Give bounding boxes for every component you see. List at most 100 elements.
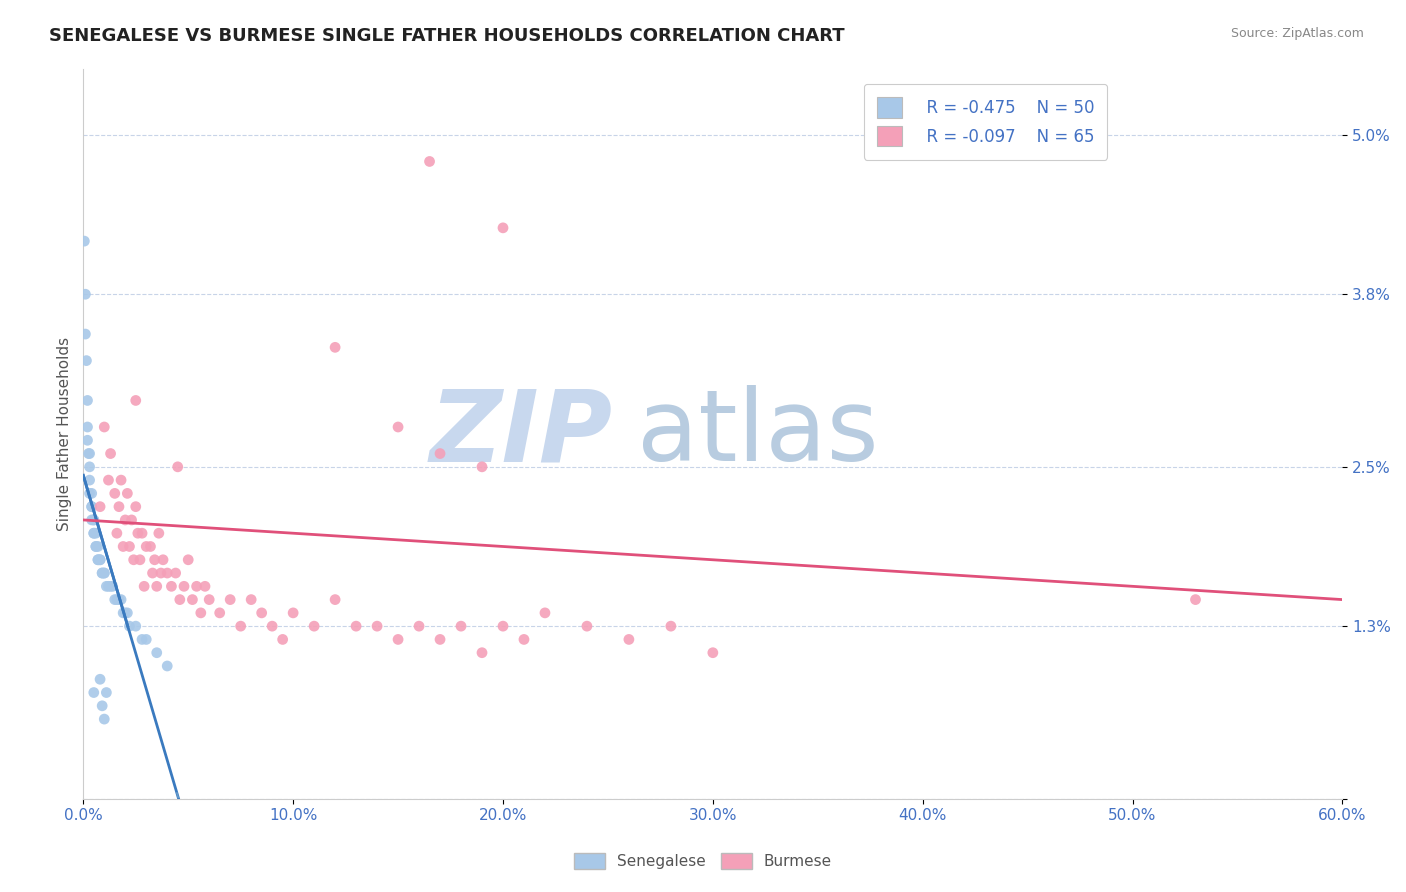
Point <box>166 459 188 474</box>
Point <box>659 619 682 633</box>
Point <box>135 632 157 647</box>
Point <box>80 486 103 500</box>
Point <box>89 553 111 567</box>
Point <box>101 579 124 593</box>
Point <box>121 513 143 527</box>
Point <box>125 500 148 514</box>
Point <box>114 606 136 620</box>
Point <box>79 446 101 460</box>
Point <box>143 553 166 567</box>
Text: SENEGALESE VS BURMESE SINGLE FATHER HOUSEHOLDS CORRELATION CHART: SENEGALESE VS BURMESE SINGLE FATHER HOUS… <box>49 27 845 45</box>
Point <box>112 606 135 620</box>
Point <box>112 540 135 554</box>
Point <box>492 619 515 633</box>
Point <box>271 632 294 647</box>
Point <box>93 712 115 726</box>
Point <box>177 553 200 567</box>
Point <box>125 393 148 408</box>
Point <box>344 619 367 633</box>
Point <box>122 553 145 567</box>
Point <box>91 566 114 580</box>
Point <box>129 553 152 567</box>
Point <box>471 459 494 474</box>
Point <box>145 646 167 660</box>
Point <box>139 540 162 554</box>
Point <box>429 632 451 647</box>
Point <box>1184 592 1206 607</box>
Point <box>229 619 252 633</box>
Legend: Senegalese, Burmese: Senegalese, Burmese <box>568 847 838 875</box>
Point <box>93 566 115 580</box>
Text: ZIP: ZIP <box>429 385 612 483</box>
Point <box>89 553 111 567</box>
Point <box>281 606 304 620</box>
Point <box>323 340 346 354</box>
Point <box>323 592 346 607</box>
Point <box>76 420 98 434</box>
Point <box>84 540 107 554</box>
Point <box>76 393 98 408</box>
Point <box>127 526 149 541</box>
Point <box>156 566 179 580</box>
Point <box>104 592 127 607</box>
Point <box>173 579 195 593</box>
Point <box>169 592 191 607</box>
Point <box>141 566 163 580</box>
Point <box>83 685 105 699</box>
Point <box>148 526 170 541</box>
Point <box>83 513 105 527</box>
Point <box>104 486 127 500</box>
Point <box>152 553 174 567</box>
Point <box>87 553 110 567</box>
Point <box>80 500 103 514</box>
Legend:   R = -0.475    N = 50,   R = -0.097    N = 65: R = -0.475 N = 50, R = -0.097 N = 65 <box>863 84 1108 160</box>
Point <box>79 459 101 474</box>
Point <box>84 540 107 554</box>
Point <box>471 646 494 660</box>
Point <box>75 327 97 342</box>
Point <box>617 632 640 647</box>
Point <box>194 579 217 593</box>
Point <box>702 646 724 660</box>
Point <box>110 473 132 487</box>
Point <box>114 513 136 527</box>
Point <box>108 592 131 607</box>
Point <box>219 592 242 607</box>
Point <box>91 566 114 580</box>
Point <box>408 619 430 633</box>
Point <box>429 446 451 460</box>
Point <box>131 526 153 541</box>
Point <box>100 579 122 593</box>
Point <box>105 592 128 607</box>
Point <box>108 500 131 514</box>
Point <box>145 579 167 593</box>
Point <box>75 287 97 301</box>
Point <box>117 486 139 500</box>
Point <box>302 619 325 633</box>
Point <box>135 540 157 554</box>
Point <box>208 606 231 620</box>
Point <box>240 592 263 607</box>
Point <box>84 526 107 541</box>
Point <box>83 513 105 527</box>
Point <box>118 619 141 633</box>
Point <box>73 234 96 248</box>
Text: atlas: atlas <box>637 385 879 483</box>
Point <box>534 606 557 620</box>
Point <box>87 553 110 567</box>
Point <box>262 619 284 633</box>
Point <box>97 579 120 593</box>
Point <box>513 632 536 647</box>
Point <box>492 220 515 235</box>
Point <box>450 619 472 633</box>
Point <box>93 420 115 434</box>
Point <box>149 566 172 580</box>
Point <box>117 606 139 620</box>
Point <box>387 632 409 647</box>
Point <box>96 685 118 699</box>
Point <box>77 446 100 460</box>
Point <box>79 473 101 487</box>
Point <box>165 566 187 580</box>
Text: Source: ZipAtlas.com: Source: ZipAtlas.com <box>1230 27 1364 40</box>
Point <box>83 526 105 541</box>
